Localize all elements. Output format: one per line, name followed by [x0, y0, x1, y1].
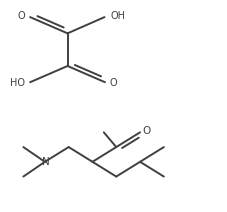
Text: N: N: [42, 157, 50, 167]
Text: O: O: [109, 78, 117, 88]
Text: OH: OH: [110, 11, 125, 21]
Text: HO: HO: [10, 78, 25, 88]
Text: O: O: [142, 126, 150, 136]
Text: O: O: [18, 11, 25, 21]
